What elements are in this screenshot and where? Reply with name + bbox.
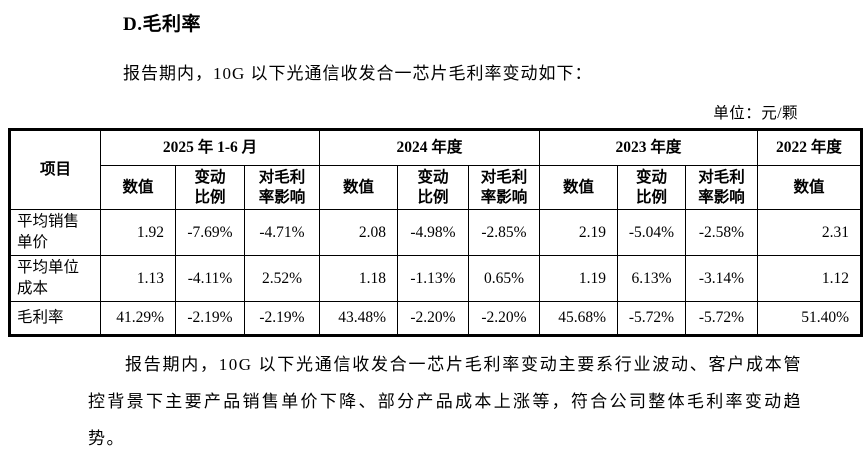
value-cell: 51.40% [757, 301, 862, 336]
section-heading: D.毛利率 [123, 14, 201, 35]
value-cell: -5.04% [617, 209, 686, 256]
value-cell: 1.18 [319, 255, 398, 302]
period-header-2023: 2023 年度 [539, 129, 758, 166]
value-cell: 1.13 [100, 255, 176, 302]
value-cell: -5.72% [617, 301, 686, 336]
col-header-impact: 对毛利 率影响 [685, 165, 758, 210]
value-cell: 1.92 [100, 209, 176, 256]
unit-label: 单位：元/颗 [713, 105, 798, 122]
table-header-row-metrics: 数值 变动 比例 对毛利 率影响 数值 变动 比例 对毛利 率影响 数值 变动 … [10, 165, 862, 210]
period-header-2024: 2024 年度 [319, 129, 540, 166]
period-header-2025: 2025 年 1-6 月 [100, 129, 320, 166]
value-cell: 1.12 [757, 255, 862, 302]
col-header-impact: 对毛利 率影响 [468, 165, 540, 210]
value-cell: -1.13% [397, 255, 469, 302]
col-header-change: 变动 比例 [175, 165, 245, 210]
table-row-gross-margin: 毛利率 41.29% -2.19% -2.19% 43.48% -2.20% -… [9, 301, 862, 336]
col-header-change: 变动 比例 [617, 165, 686, 210]
gross-margin-table: 项目 2025 年 1-6 月 2024 年度 2023 年度 2022 年度 … [8, 128, 863, 337]
col-header-value: 数值 [757, 165, 862, 210]
value-cell: 1.19 [539, 255, 618, 302]
col-header-value: 数值 [539, 165, 618, 210]
value-cell: -2.58% [685, 209, 758, 256]
value-cell: 2.52% [244, 255, 320, 302]
value-cell: -2.20% [397, 301, 469, 336]
value-cell: -2.19% [244, 301, 320, 336]
row-label-cell: 毛利率 [9, 301, 101, 336]
value-cell: 41.29% [100, 301, 176, 336]
value-cell: -7.69% [175, 209, 245, 256]
row-label-cell: 平均单位 成本 [9, 255, 101, 302]
value-cell: -3.14% [685, 255, 758, 302]
value-cell: 2.08 [319, 209, 398, 256]
value-cell: 0.65% [468, 255, 540, 302]
table-row-avg-unit-cost: 平均单位 成本 1.13 -4.11% 2.52% 1.18 -1.13% 0.… [9, 255, 862, 302]
value-cell: -2.19% [175, 301, 245, 336]
intro-paragraph: 报告期内，10G 以下光通信收发合一芯片毛利率变动如下： [123, 64, 593, 83]
value-cell: -4.98% [397, 209, 469, 256]
col-header-change: 变动 比例 [397, 165, 469, 210]
col-header-impact: 对毛利 率影响 [244, 165, 320, 210]
value-cell: -2.20% [468, 301, 540, 336]
value-cell: 6.13% [617, 255, 686, 302]
table-row-avg-selling-price: 平均销售 单价 1.92 -7.69% -4.71% 2.08 -4.98% -… [9, 209, 862, 256]
row-label-cell: 平均销售 单价 [9, 209, 101, 256]
value-cell: 43.48% [319, 301, 398, 336]
value-cell: 2.31 [757, 209, 862, 256]
value-cell: -5.72% [685, 301, 758, 336]
table-header-row-periods: 项目 2025 年 1-6 月 2024 年度 2023 年度 2022 年度 [9, 129, 862, 210]
analysis-paragraph: 报告期内，10G 以下光通信收发合一芯片毛利率变动主要系行业波动、客户成本管控背… [88, 355, 802, 448]
item-header-cell: 项目 [9, 129, 101, 210]
col-header-value: 数值 [100, 165, 176, 210]
value-cell: -4.71% [244, 209, 320, 256]
col-header-value: 数值 [319, 165, 398, 210]
period-header-2022: 2022 年度 [757, 129, 862, 166]
value-cell: -4.11% [175, 255, 245, 302]
value-cell: 2.19 [539, 209, 618, 256]
value-cell: 45.68% [539, 301, 618, 336]
value-cell: -2.85% [468, 209, 540, 256]
